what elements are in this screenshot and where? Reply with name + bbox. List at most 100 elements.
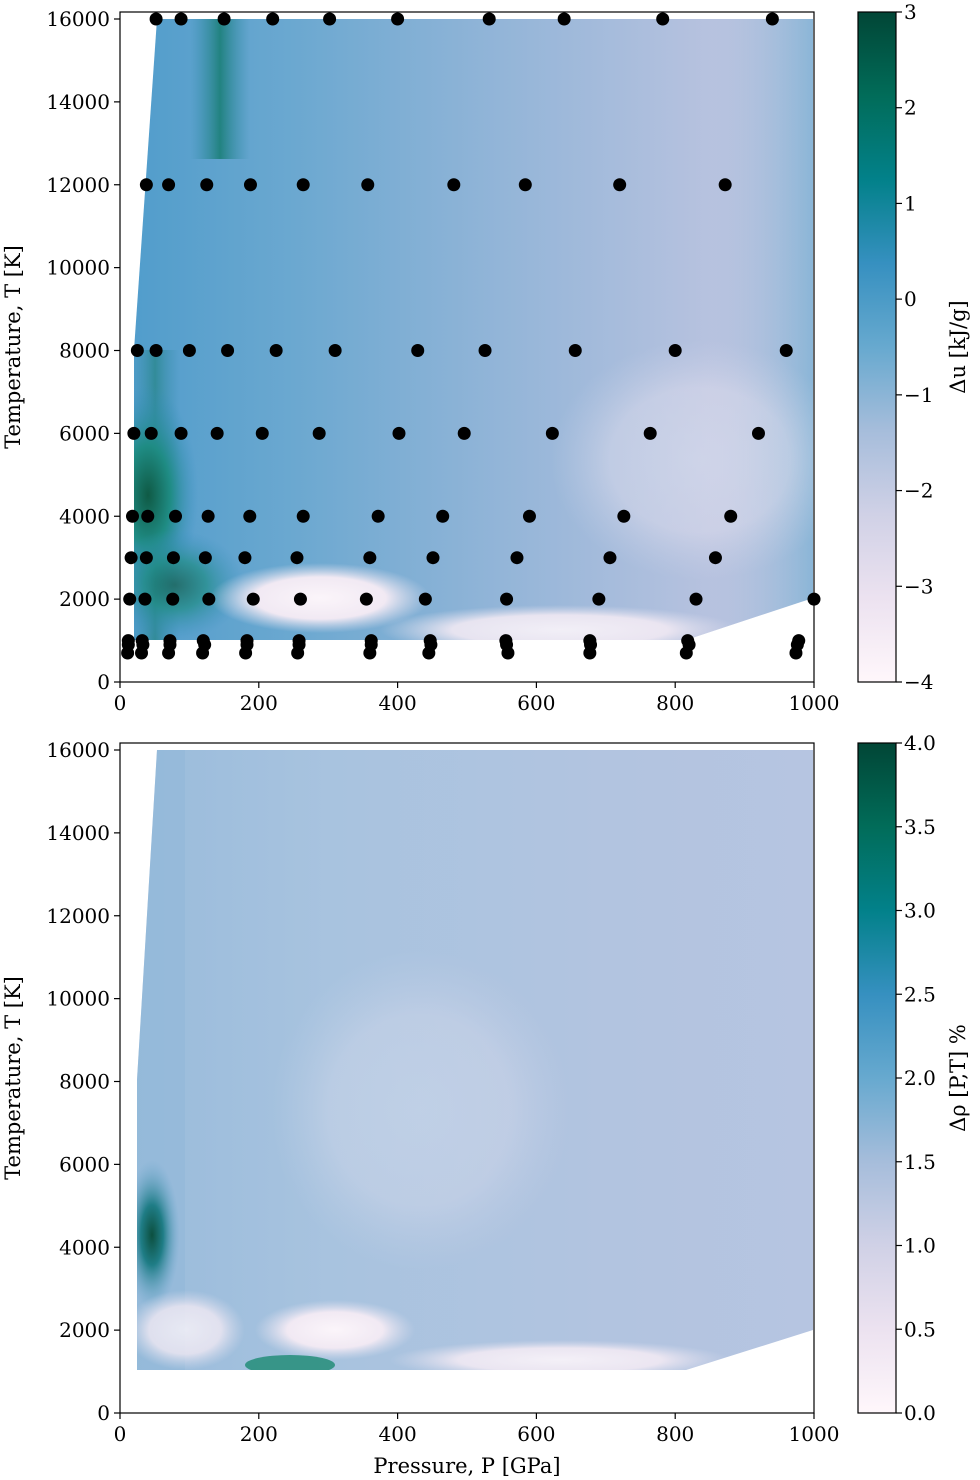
bottom-colorbar-tick-label: 4.0 [904, 731, 936, 755]
sample-point [296, 178, 310, 192]
sample-point [789, 646, 803, 660]
sample-point [751, 426, 765, 440]
bottom-colorbar-ticks: 0.0 0.5 1.0 1.5 2.0 2.5 3.0 3.5 4.0 [896, 731, 936, 1425]
bottom-colorbar: 0.0 0.5 1.0 1.5 2.0 2.5 3.0 3.5 4.0 Δρ [P,T] % [857, 731, 970, 1425]
sample-point [130, 344, 144, 357]
sample-point [162, 646, 176, 660]
bottom-x-axis-label: Pressure, P [GPa] [373, 1454, 560, 1478]
sample-point [139, 178, 153, 192]
sample-point [138, 592, 152, 606]
bottom-colorbar-tick-label: 0.5 [904, 1317, 936, 1341]
top-colorbar-tick-label: −3 [904, 574, 933, 598]
sample-point [196, 646, 210, 660]
sample-point [411, 344, 425, 357]
top-x-tick-label: 800 [656, 691, 694, 715]
bottom-colorbar-tick-label: 3.5 [904, 815, 936, 839]
sample-point [359, 592, 373, 606]
bottom-x-tick-label: 200 [240, 1422, 278, 1446]
bottom-x-tick-label: 0 [114, 1422, 127, 1446]
bottom-y-tick-label: 8000 [59, 1070, 110, 1094]
sample-point [149, 344, 163, 357]
bottom-x-tick-label: 400 [379, 1422, 417, 1446]
sample-point [296, 509, 310, 523]
sample-point [125, 509, 139, 523]
top-y-tick-label: 4000 [59, 504, 110, 528]
bottom-axes-frame [119, 742, 815, 1414]
bottom-x-axis: 0 200 400 600 800 1000 [114, 1413, 840, 1446]
sample-point [174, 426, 188, 440]
top-panel: 0 200 400 600 800 1000 0 2000 4000 6000 8000 10000… [1, 0, 970, 715]
top-y-tick-label: 6000 [59, 421, 110, 445]
top-y-tick-label: 2000 [59, 587, 110, 611]
sample-point [679, 646, 693, 660]
bottom-y-tick-label: 2000 [59, 1318, 110, 1342]
sample-point [779, 344, 793, 357]
sample-point [210, 426, 224, 440]
top-y-tick-label: 0 [97, 670, 110, 694]
sample-point [290, 551, 304, 565]
sample-point [457, 426, 471, 440]
top-colorbar-tick-label: 2 [904, 96, 917, 120]
sample-point [217, 12, 231, 26]
top-colorbar-tick-label: −2 [904, 479, 933, 503]
sample-point [422, 646, 436, 660]
sample-point [124, 551, 138, 565]
sample-point [656, 12, 670, 26]
sample-point [613, 178, 627, 192]
top-y-tick-label: 16000 [46, 7, 110, 31]
sample-point [436, 509, 450, 523]
sample-point [166, 592, 180, 606]
sample-point [139, 551, 153, 565]
sample-point [182, 344, 196, 357]
sample-point [266, 12, 280, 26]
sample-point [174, 12, 188, 26]
sample-point [482, 12, 496, 26]
sample-point [592, 592, 606, 606]
top-colorbar-label: Δu [kJ/g] [946, 300, 970, 393]
sample-point [689, 592, 703, 606]
sample-point [269, 344, 283, 357]
top-colorbar-tick-label: 1 [904, 191, 917, 215]
sample-point [169, 509, 183, 523]
sample-point [166, 551, 180, 565]
bottom-x-tick-label: 1000 [789, 1422, 840, 1446]
top-colorbar-ticks: −4 −3 −2 −1 0 1 2 3 [896, 0, 933, 694]
bottom-y-tick-label: 14000 [46, 821, 110, 845]
sample-point [201, 509, 215, 523]
sample-point [202, 592, 216, 606]
sample-point [724, 509, 738, 523]
sample-point [243, 509, 257, 523]
bottom-y-tick-label: 6000 [59, 1152, 110, 1176]
bottom-heatmap-field [137, 750, 813, 1370]
bottom-y-tick-label: 16000 [46, 738, 110, 762]
bottom-colorbar-tick-label: 2.5 [904, 982, 936, 1006]
sample-point [243, 178, 257, 192]
sample-point [121, 646, 135, 660]
sample-point [328, 344, 342, 357]
sample-point [127, 426, 141, 440]
sample-point [510, 551, 524, 565]
bottom-y-tick-label: 10000 [46, 987, 110, 1011]
sample-point [501, 646, 515, 660]
sample-point [141, 509, 155, 523]
top-sample-points [121, 12, 821, 660]
sample-point [718, 178, 732, 192]
top-heatmap-field [134, 19, 813, 640]
bottom-colorbar-tick-label: 1.5 [904, 1150, 936, 1174]
top-x-axis: 0 200 400 600 800 1000 [114, 682, 839, 715]
sample-point [668, 344, 682, 357]
bottom-colorbar-label: Δρ [P,T] % [946, 1024, 970, 1132]
top-y-axis: 0 2000 4000 6000 8000 10000 12000 14000 16000 [46, 7, 120, 694]
sample-point [518, 178, 532, 192]
sample-point [246, 592, 260, 606]
sample-point [418, 592, 432, 606]
bottom-panel: 0 200 400 600 800 1000 0 2000 4000 6000 8000 10000… [1, 731, 970, 1478]
top-colorbar-tick-label: 0 [904, 287, 917, 311]
bottom-x-tick-label: 800 [656, 1422, 694, 1446]
top-colorbar-tick-label: −4 [904, 670, 933, 694]
sample-point [522, 509, 536, 523]
bottom-colorbar-tick-label: 1.0 [904, 1234, 936, 1258]
top-colorbar: −4 −3 −2 −1 0 1 2 3 Δu [kJ/g] [857, 0, 970, 694]
sample-point [478, 344, 492, 357]
